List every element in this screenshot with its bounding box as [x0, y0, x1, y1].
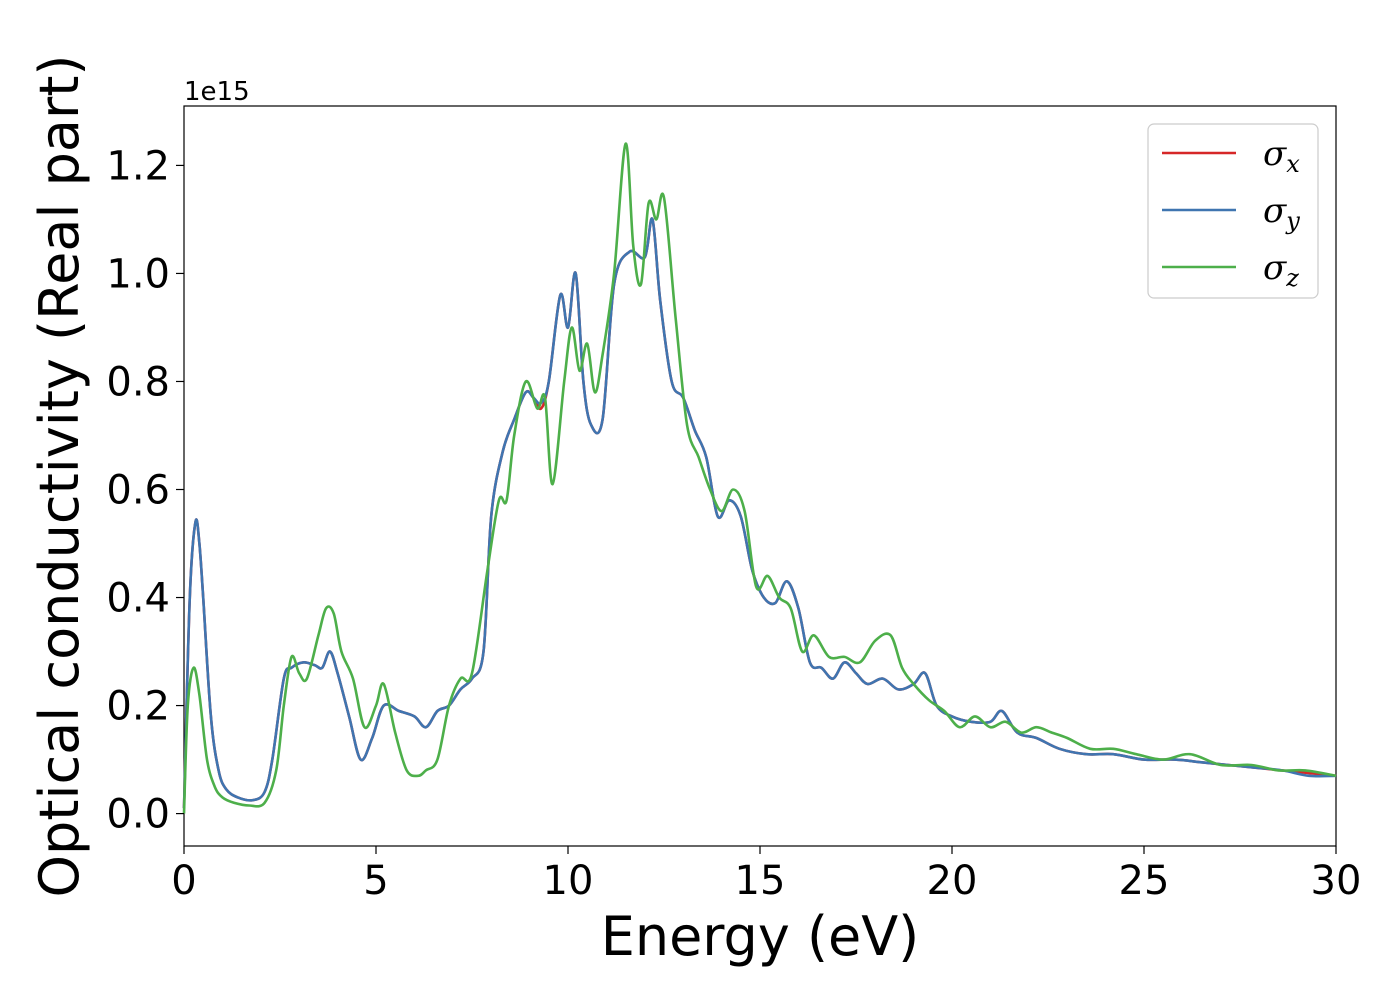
- x-tick-label: 10: [543, 858, 594, 904]
- y-tick-label: 1.2: [106, 143, 170, 189]
- y-axis-label: Optical conductivity (Real part): [28, 55, 91, 898]
- x-tick-label: 15: [735, 858, 786, 904]
- y-tick-label: 0.4: [106, 576, 170, 622]
- y-tick-label: 1.0: [106, 251, 170, 297]
- y-tick-label: 0.0: [106, 792, 170, 838]
- x-tick-label: 25: [1119, 858, 1170, 904]
- x-tick-label: 0: [171, 858, 196, 904]
- x-tick-label: 30: [1311, 858, 1362, 904]
- x-axis-ticks: 0 5 10 15 20 25 30: [171, 846, 1361, 904]
- y-tick-label: 0.6: [106, 468, 170, 514]
- y-tick-label: 0.2: [106, 684, 170, 730]
- series-layer: [182, 142, 1337, 814]
- x-axis-label: Energy (eV): [601, 905, 920, 968]
- x-tick-label: 5: [363, 858, 388, 904]
- y-tick-label: 0.8: [106, 359, 170, 405]
- x-tick-label: 20: [927, 858, 978, 904]
- y-axis-ticks: 0.0 0.2 0.4 0.6 0.8 1.0 1.2: [106, 143, 184, 838]
- y-offset-label: 1e15: [184, 77, 250, 107]
- series-line-z: [182, 142, 1337, 814]
